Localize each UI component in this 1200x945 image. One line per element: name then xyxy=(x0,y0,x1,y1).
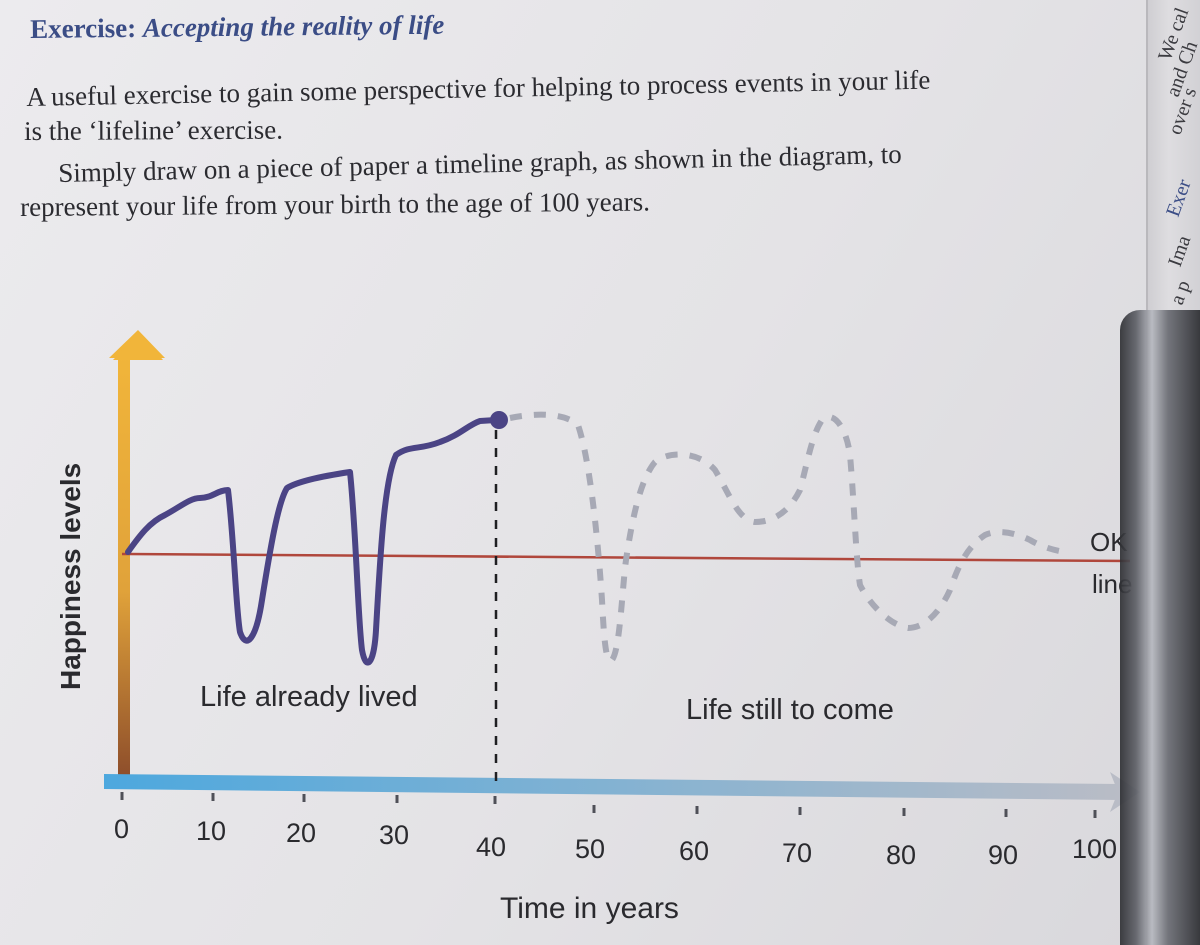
y-axis-bar xyxy=(118,355,130,785)
facing-fragment-4: Exer xyxy=(1162,176,1196,220)
to-come-region-label: Life still to come xyxy=(686,694,894,726)
x-tick-label-60: 60 xyxy=(679,836,709,866)
lived-curve xyxy=(125,417,499,666)
facing-fragment-6: a p xyxy=(1166,277,1195,308)
lived-region-label: Life already lived xyxy=(200,681,418,713)
y-axis-arrow-tip xyxy=(113,332,163,360)
x-tick-label-80: 80 xyxy=(886,840,916,870)
x-tick-marks xyxy=(120,792,1097,818)
x-tick-label-70: 70 xyxy=(782,838,812,868)
x-tick-label-10: 10 xyxy=(196,816,226,846)
future-curve xyxy=(509,411,1066,664)
facing-fragment-5: Ima xyxy=(1164,232,1196,270)
x-axis-title: Time in years xyxy=(500,892,679,925)
book-page: Exercise: Accepting the reality of life … xyxy=(0,0,1150,945)
lifeline-diagram: 0 10 20 30 40 50 60 70 80 90 100 Time in… xyxy=(55,330,1140,925)
x-tick-label-100: 100 xyxy=(1072,834,1117,864)
x-tick-label-50: 50 xyxy=(575,834,605,864)
x-tick-label-30: 30 xyxy=(379,820,409,850)
x-tick-label-90: 90 xyxy=(988,840,1018,870)
x-tick-label-40: 40 xyxy=(476,832,506,862)
x-tick-label-0: 0 xyxy=(114,814,129,844)
present-point xyxy=(490,411,508,429)
pen xyxy=(1120,310,1200,945)
x-tick-label-20: 20 xyxy=(286,818,316,848)
x-axis-bar xyxy=(104,774,1120,800)
y-axis-title: Happiness levels xyxy=(55,463,86,690)
